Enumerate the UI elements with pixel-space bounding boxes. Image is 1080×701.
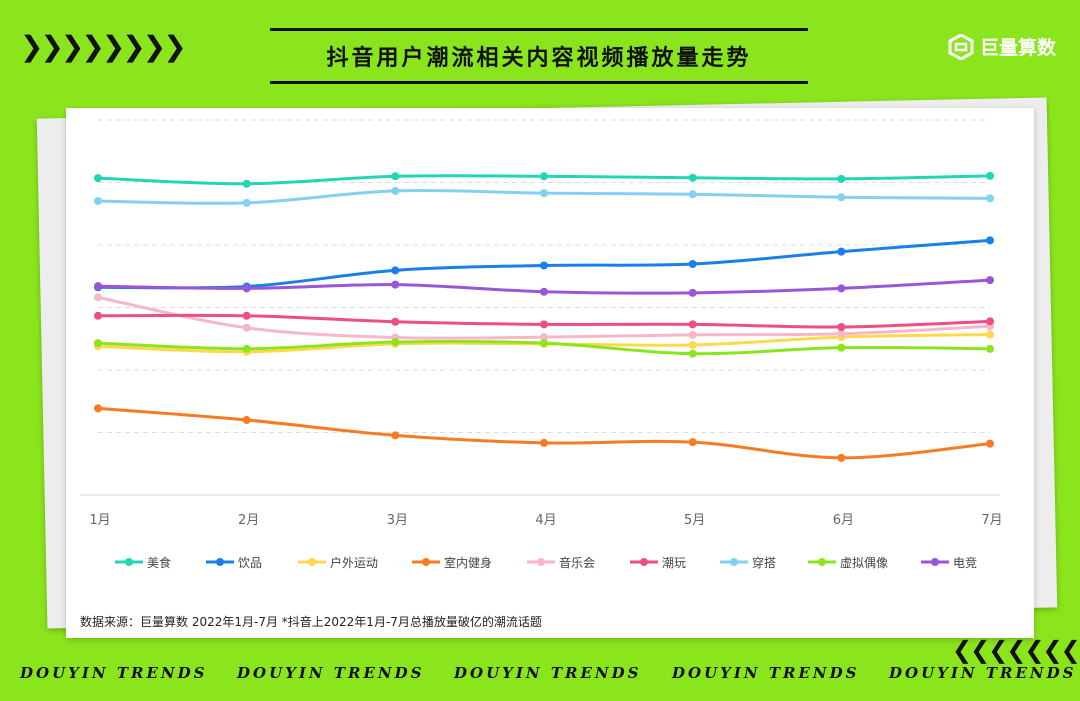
data-point xyxy=(540,287,548,296)
data-point xyxy=(837,174,846,183)
data-point xyxy=(391,431,400,440)
data-point xyxy=(94,339,102,348)
data-point xyxy=(837,343,846,352)
data-point xyxy=(540,261,548,270)
data-point xyxy=(242,311,251,320)
data-point xyxy=(688,320,697,329)
data-point xyxy=(837,284,846,293)
data-point xyxy=(688,341,697,349)
data-point xyxy=(837,453,846,462)
data-point xyxy=(391,266,400,275)
x-tick-label: 5月 xyxy=(684,513,705,528)
data-point xyxy=(837,247,846,256)
data-point xyxy=(242,198,251,207)
data-point xyxy=(688,260,697,268)
data-point xyxy=(986,330,994,339)
left-chevrons: ❯❯❯❯❯❯❯❯ xyxy=(20,30,187,63)
data-point xyxy=(242,323,251,332)
legend-label: 穿搭 xyxy=(752,555,776,570)
data-point xyxy=(986,236,994,245)
data-point xyxy=(391,186,400,195)
x-tick-label: 3月 xyxy=(387,513,408,528)
right-chevrons: ❮❮❮❮❮❮❮❮ xyxy=(952,636,1080,664)
x-tick-label: 2月 xyxy=(238,513,259,528)
data-point xyxy=(986,317,994,326)
data-point xyxy=(688,349,697,358)
data-point xyxy=(94,293,102,302)
legend-swatch-dot xyxy=(537,558,545,566)
data-point xyxy=(986,344,994,353)
data-point xyxy=(540,189,548,198)
data-point xyxy=(391,317,400,326)
data-point xyxy=(391,280,400,289)
data-point xyxy=(540,339,548,348)
x-tick-label: 7月 xyxy=(981,513,1002,528)
data-point xyxy=(94,311,102,320)
data-point xyxy=(688,330,697,339)
data-point xyxy=(986,194,994,203)
legend-swatch-dot xyxy=(216,558,224,566)
footer-banner: DOUYIN TRENDS DOUYIN TRENDS DOUYIN TREND… xyxy=(0,664,1080,688)
data-source-note: 数据来源：巨量算数 2022年1月-7月 *抖音上2022年1月-7月总播放量破… xyxy=(80,615,542,629)
x-tick-label: 1月 xyxy=(89,513,110,528)
data-point xyxy=(986,276,994,285)
title-banner: 抖音用户潮流相关内容视频播放量走势 xyxy=(270,28,808,84)
footer-text: DOUYIN TRENDS xyxy=(20,664,208,682)
legend-swatch-dot xyxy=(422,558,430,566)
legend-label: 室内健身 xyxy=(444,555,492,570)
data-point xyxy=(242,179,251,188)
data-point xyxy=(837,193,846,202)
x-tick-label: 4月 xyxy=(535,513,556,528)
brand-logo: 巨量算数 xyxy=(948,33,1056,60)
legend-swatch-dot xyxy=(818,558,826,566)
legend-label: 潮玩 xyxy=(662,555,686,570)
x-tick-label: 6月 xyxy=(833,513,854,528)
data-point xyxy=(242,416,251,424)
legend-label: 电竞 xyxy=(953,556,977,570)
data-point xyxy=(540,172,548,181)
data-point xyxy=(94,197,102,205)
data-point xyxy=(242,284,251,293)
data-point xyxy=(242,344,251,353)
legend-swatch-dot xyxy=(730,558,738,566)
legend-label: 美食 xyxy=(147,555,171,570)
data-point xyxy=(986,439,994,448)
legend-swatch-dot xyxy=(125,558,133,566)
logo-text: 巨量算数 xyxy=(980,37,1057,59)
data-point xyxy=(391,338,400,346)
series-line xyxy=(96,295,992,340)
data-point xyxy=(688,288,697,297)
data-point xyxy=(94,174,102,183)
footer-text: DOUYIN TRENDS xyxy=(454,664,642,682)
data-point xyxy=(688,438,697,447)
series-line xyxy=(96,406,992,460)
page-title: 抖音用户潮流相关内容视频播放量走势 xyxy=(326,46,752,71)
legend-swatch-dot xyxy=(308,558,316,566)
footer-text: DOUYIN TRENDS xyxy=(889,664,1077,682)
legend-label: 音乐会 xyxy=(559,555,595,570)
data-point xyxy=(986,171,994,180)
logo-icon xyxy=(948,33,974,60)
legend-label: 虚拟偶像 xyxy=(840,556,888,570)
legend-swatch-dot xyxy=(640,558,648,566)
data-point xyxy=(540,320,548,329)
legend-label: 户外运动 xyxy=(330,555,378,570)
data-point xyxy=(391,172,400,181)
data-point xyxy=(540,438,548,447)
data-point xyxy=(837,323,846,331)
footer-text: DOUYIN TRENDS xyxy=(672,664,860,682)
data-point xyxy=(94,404,102,413)
data-point xyxy=(94,282,102,291)
data-point xyxy=(837,329,846,338)
legend-label: 饮品 xyxy=(238,556,262,570)
data-point xyxy=(688,173,697,182)
data-point xyxy=(688,190,697,199)
legend-swatch-dot xyxy=(931,558,939,566)
data-point xyxy=(540,333,548,342)
footer-text: DOUYIN TRENDS xyxy=(237,664,425,682)
